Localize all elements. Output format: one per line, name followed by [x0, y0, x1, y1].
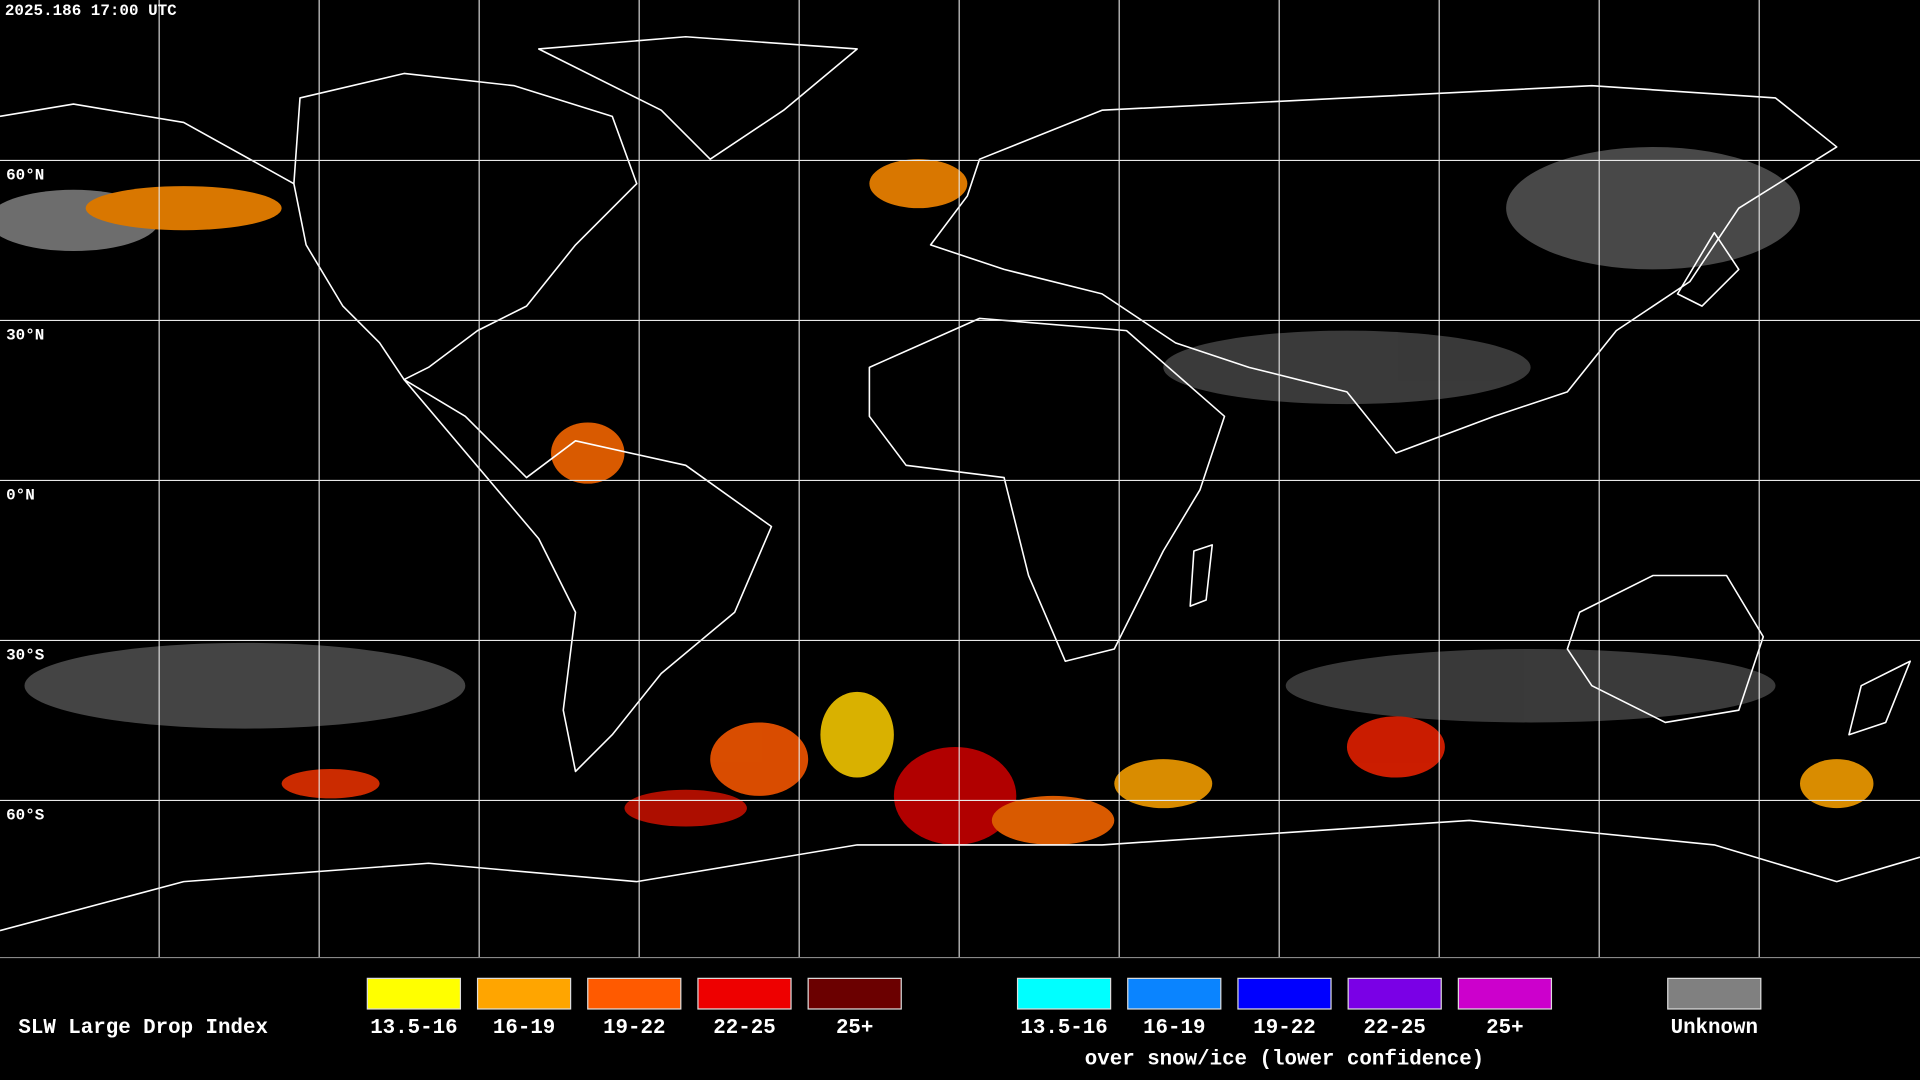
legend-swatch	[1237, 977, 1332, 1010]
drop-cloud	[551, 422, 625, 484]
coastline	[868, 317, 1226, 663]
legend-swatch	[587, 977, 682, 1010]
legend-swatch	[807, 977, 902, 1010]
timestamp: 2025.186 17:00 UTC	[5, 2, 177, 20]
coastline	[1676, 231, 1740, 307]
coastline	[293, 72, 638, 381]
coastline	[0, 819, 1920, 932]
coastline	[537, 35, 858, 160]
latitude-label: 0°N	[6, 486, 35, 504]
latitude-label: 60°S	[6, 806, 45, 824]
drop-cloud	[1346, 716, 1445, 778]
legend-swatch	[1667, 977, 1762, 1010]
unknown-cloud	[24, 642, 466, 729]
coastline	[1848, 660, 1911, 736]
coastlines	[0, 35, 1920, 932]
graticule	[0, 0, 1920, 958]
coastline	[929, 84, 1838, 454]
drop-cloud	[991, 795, 1115, 845]
legend-label: 19-22	[603, 1017, 665, 1040]
legend-label: 25+	[836, 1017, 873, 1040]
latitude-label: 30°N	[6, 326, 44, 344]
legend-label: Unknown	[1671, 1017, 1758, 1040]
coastline	[1189, 544, 1214, 607]
coastline	[403, 378, 773, 773]
cloud-field	[0, 146, 1874, 845]
legend-label: 13.5-16	[370, 1017, 457, 1040]
legend-panel	[0, 957, 1920, 1080]
legend-title: SLW Large Drop Index	[18, 1017, 268, 1040]
unknown-cloud	[1506, 146, 1800, 270]
legend-swatch	[1347, 977, 1442, 1010]
drop-cloud	[85, 186, 282, 231]
legend-swatch	[1016, 977, 1112, 1010]
drop-cloud	[1800, 759, 1874, 809]
latitude-label: 60°N	[6, 166, 44, 184]
legend-swatch	[697, 977, 792, 1010]
unknown-cloud	[1285, 648, 1776, 723]
coastline	[0, 103, 295, 185]
snow-note: over snow/ice (lower confidence)	[1085, 1049, 1484, 1072]
legend-label: 25+	[1486, 1017, 1523, 1040]
drop-cloud	[1114, 759, 1213, 809]
drop-cloud	[624, 789, 747, 827]
legend-label: 22-25	[713, 1017, 775, 1040]
drop-cloud	[710, 722, 809, 796]
drop-cloud	[281, 768, 380, 799]
legend-swatch	[1457, 977, 1553, 1010]
legend-swatch	[366, 977, 462, 1010]
legend-swatch	[1127, 977, 1222, 1010]
legend-label: 16-19	[1143, 1017, 1205, 1040]
drop-cloud	[869, 159, 968, 209]
drop-cloud	[893, 746, 1017, 845]
legend-label: 13.5-16	[1020, 1017, 1107, 1040]
coastline	[1566, 574, 1765, 724]
legend-label: 19-22	[1253, 1017, 1315, 1040]
drop-cloud	[820, 691, 894, 778]
legend-swatch	[476, 977, 572, 1010]
legend-label: 22-25	[1363, 1017, 1425, 1040]
legend-label: 16-19	[493, 1017, 555, 1040]
latitude-label: 30°S	[6, 646, 45, 664]
